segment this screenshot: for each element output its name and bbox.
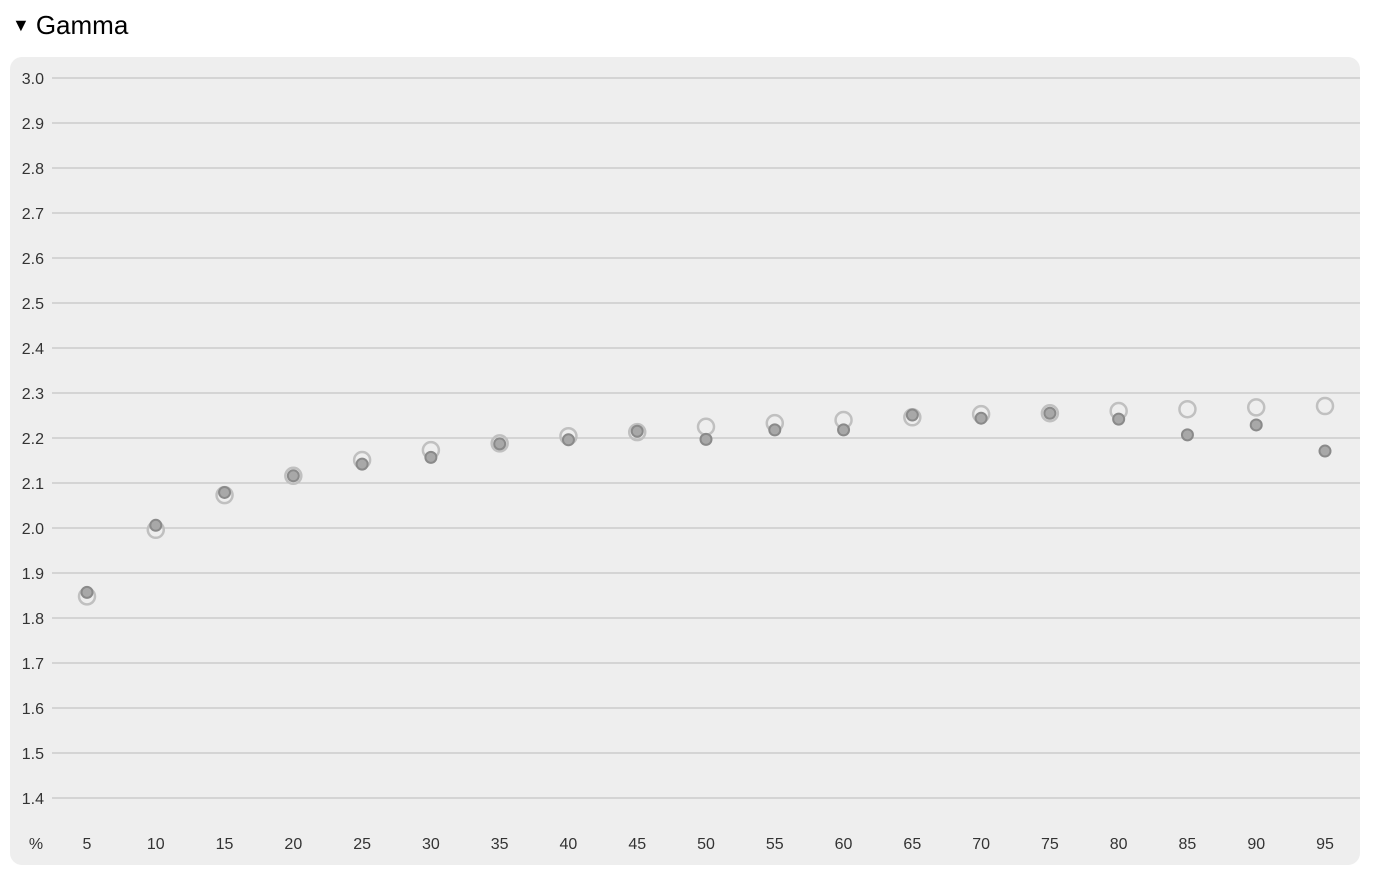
x-tick-label: 80 bbox=[1110, 836, 1128, 853]
y-tick-label: 1.9 bbox=[22, 566, 44, 583]
y-tick-label: 2.3 bbox=[22, 386, 44, 403]
y-tick-label: 1.6 bbox=[22, 701, 44, 718]
x-tick-label: 50 bbox=[697, 836, 715, 853]
data-point-filled bbox=[218, 485, 232, 499]
y-tick-label: 1.7 bbox=[22, 656, 44, 673]
x-tick-label: 85 bbox=[1179, 836, 1197, 853]
data-point-open bbox=[490, 434, 509, 453]
x-tick-label: 70 bbox=[972, 836, 990, 853]
x-tick-label: 15 bbox=[216, 836, 234, 853]
x-tick-label: 10 bbox=[147, 836, 165, 853]
y-tick-label: 2.4 bbox=[22, 341, 44, 358]
data-point-filled bbox=[493, 437, 507, 451]
y-tick-label: 3.0 bbox=[22, 71, 44, 88]
section-toggle[interactable]: ▼ Gamma bbox=[12, 10, 128, 41]
data-point-filled bbox=[768, 423, 782, 437]
data-point-filled bbox=[699, 432, 713, 446]
y-tick-label: 2.1 bbox=[22, 476, 44, 493]
data-point-filled bbox=[905, 408, 919, 422]
data-point-filled bbox=[1043, 406, 1057, 420]
x-tick-label: 90 bbox=[1247, 836, 1265, 853]
y-tick-label: 2.5 bbox=[22, 296, 44, 313]
x-tick-label: 40 bbox=[560, 836, 578, 853]
x-tick-label: 35 bbox=[491, 836, 509, 853]
x-tick-label: 20 bbox=[284, 836, 302, 853]
chart-panel: 3.0 2.9 2.8 2.7 2.6 2.5 2.4 2.3 2.2 2.1 2.0 1.9 1.8 1… bbox=[10, 57, 1360, 865]
gamma-chart: 3.0 2.9 2.8 2.7 2.6 2.5 2.4 2.3 2.2 2.1 2.0 1.9 1.8 1… bbox=[22, 71, 1360, 853]
data-point-open bbox=[284, 466, 303, 486]
data-point-filled bbox=[1112, 412, 1126, 426]
y-tick-label: 1.4 bbox=[22, 791, 44, 808]
data-point-open bbox=[1178, 399, 1197, 419]
triangle-down-icon: ▼ bbox=[12, 15, 30, 35]
x-tick-label: 60 bbox=[835, 836, 853, 853]
data-point-filled bbox=[630, 424, 644, 438]
x-tick-label: 45 bbox=[628, 836, 646, 853]
y-tick-label: 2.9 bbox=[22, 116, 44, 133]
data-point-open bbox=[696, 417, 716, 436]
data-point-filled bbox=[1249, 418, 1263, 432]
data-point-filled bbox=[837, 423, 851, 437]
x-tick-label: 25 bbox=[353, 836, 371, 853]
y-tick-label: 2.6 bbox=[22, 251, 44, 268]
data-point-open bbox=[1246, 398, 1266, 417]
data-point-filled bbox=[286, 469, 300, 483]
data-point-filled bbox=[974, 411, 988, 425]
y-tick-label: 2.2 bbox=[22, 431, 44, 448]
data-point-filled bbox=[1318, 444, 1332, 458]
y-tick-label: 1.5 bbox=[22, 746, 44, 763]
data-point-filled bbox=[561, 433, 575, 447]
data-point-filled bbox=[1180, 428, 1194, 442]
x-tick-label: 95 bbox=[1316, 836, 1334, 853]
x-axis-label: % bbox=[29, 836, 43, 853]
y-tick-label: 1.8 bbox=[22, 611, 44, 628]
x-tick-label: 30 bbox=[422, 836, 440, 853]
section-title: Gamma bbox=[35, 10, 129, 40]
y-tick-label: 2.0 bbox=[22, 521, 44, 538]
data-point-filled bbox=[149, 518, 163, 532]
data-point-open bbox=[1315, 396, 1335, 416]
data-point-filled bbox=[355, 457, 369, 471]
data-point-filled bbox=[80, 585, 94, 599]
data-point-open bbox=[627, 422, 647, 442]
x-tick-label: 65 bbox=[903, 836, 921, 853]
y-tick-label: 2.8 bbox=[22, 161, 44, 178]
y-tick-label: 2.7 bbox=[22, 206, 44, 223]
x-tick-label: 5 bbox=[83, 836, 92, 853]
x-tick-label: 55 bbox=[766, 836, 784, 853]
data-point-filled bbox=[424, 450, 438, 464]
data-point-open bbox=[1040, 404, 1060, 423]
x-tick-label: 75 bbox=[1041, 836, 1059, 853]
